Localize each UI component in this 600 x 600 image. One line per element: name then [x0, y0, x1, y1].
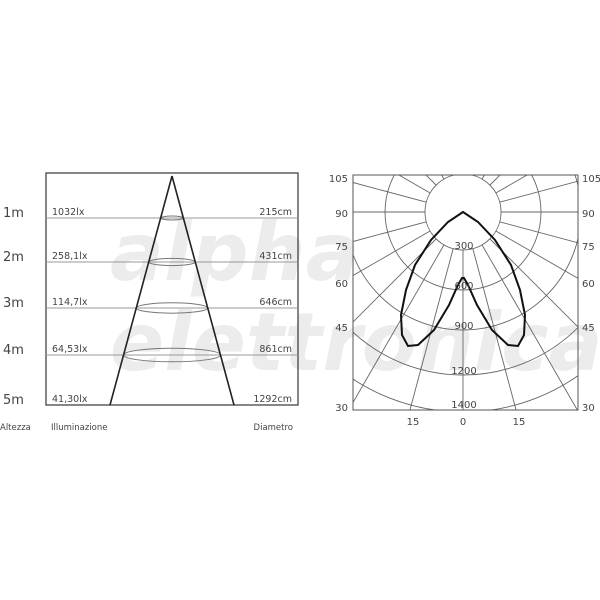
diameter-value: 431cm: [259, 251, 292, 262]
angle-label-right: 60: [582, 279, 595, 290]
polar-radial-line: [495, 230, 578, 279]
polar-radial-line: [499, 221, 578, 244]
angle-label-left: 30: [335, 403, 348, 414]
intensity-ring-label: 1400: [451, 400, 476, 411]
luminous-intensity-curve: [399, 210, 527, 348]
height-label: 5m: [3, 393, 24, 408]
intensity-ring-label: 300: [454, 241, 473, 252]
height-label: 2m: [3, 250, 24, 265]
intensity-ring-label: 600: [454, 281, 473, 292]
cone-row: 5m 41,30lx 1292cm: [3, 393, 292, 408]
angle-label-left: 105: [329, 174, 348, 185]
illuminance-value: 258,1lx: [52, 251, 88, 262]
intensity-ring-label: 900: [454, 321, 473, 332]
bottom-angle-label: 15: [513, 417, 526, 428]
illuminance-value: 114,7lx: [52, 297, 88, 308]
cone-frame: [45, 172, 299, 406]
angle-label-right: 105: [582, 174, 600, 185]
diameter-column-label: Diametro: [254, 423, 293, 433]
illuminance-value: 1032lx: [52, 207, 85, 218]
illuminance-value: 64,53lx: [52, 344, 88, 355]
polar-radial-line: [353, 182, 427, 203]
watermark-logo: alpha elettronica: [110, 206, 600, 389]
illuminance-value: 41,30lx: [52, 394, 88, 405]
polar-radial-line: [353, 221, 427, 242]
angle-label-right: 45: [582, 323, 595, 334]
diameter-value: 861cm: [259, 344, 292, 355]
height-column-label: Altezza: [0, 423, 31, 433]
polar-radial-line: [495, 175, 528, 194]
polar-radial-line: [481, 175, 485, 180]
intensity-ring-label: 1200: [451, 366, 476, 377]
illuminance-column-label: Illuminazione: [51, 423, 108, 433]
watermark-line1: alpha: [110, 206, 360, 299]
cone-diagram: 1m 1032lx 215cm 2m 258,1lx 431cm 3m 114,7lx 646c…: [0, 172, 299, 433]
angle-label-right: 90: [582, 209, 595, 220]
cone-right-edge: [171, 175, 235, 406]
polar-diagram: 105 90 75 60 45 30 105 90 75 60 45 30 15 0 15 300 600 900…: [329, 174, 600, 428]
height-label: 4m: [3, 343, 24, 358]
polar-radial-line: [499, 180, 578, 203]
angle-label-left: 60: [335, 279, 348, 290]
polar-frame: [352, 174, 579, 411]
angle-label-right: 75: [582, 242, 595, 253]
height-label: 3m: [3, 296, 24, 311]
bottom-angle-label: 0: [460, 417, 466, 428]
height-label: 1m: [3, 206, 24, 221]
polar-radial-line: [489, 238, 578, 328]
polar-radial-line: [441, 175, 445, 180]
angle-label-left: 45: [335, 323, 348, 334]
cone-left-edge: [109, 175, 173, 406]
diameter-value: 215cm: [259, 207, 292, 218]
polar-radial-line: [398, 175, 431, 194]
bottom-angle-label: 15: [407, 417, 420, 428]
polar-radial-line: [481, 244, 578, 410]
polar-radial-line: [472, 248, 517, 410]
polar-radial-line: [425, 175, 437, 186]
polar-radial-line: [489, 175, 501, 186]
polar-radial-line: [409, 248, 454, 410]
cone-row: 1m 1032lx 215cm: [3, 206, 298, 221]
watermark-line2: elettronica: [110, 296, 600, 389]
angle-label-left: 90: [335, 209, 348, 220]
diameter-value: 646cm: [259, 297, 292, 308]
angle-label-right: 30: [582, 403, 595, 414]
polar-radial-line: [353, 230, 431, 277]
diameter-value: 1292cm: [253, 394, 292, 405]
angle-label-left: 75: [335, 242, 348, 253]
polar-radial-line: [472, 175, 474, 176]
polar-radial-line: [452, 175, 454, 176]
polar-radial-line: [353, 238, 437, 323]
